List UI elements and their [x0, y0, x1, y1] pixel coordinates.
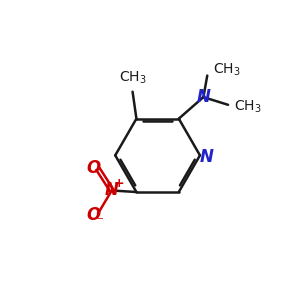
Text: N: N [105, 182, 119, 200]
Text: O: O [86, 159, 100, 177]
Text: +: + [113, 177, 124, 190]
Text: N: N [196, 88, 210, 106]
Text: ⁻: ⁻ [96, 214, 104, 229]
Text: CH$_3$: CH$_3$ [119, 69, 146, 85]
Text: O: O [86, 206, 100, 224]
Text: N: N [199, 148, 213, 166]
Text: CH$_3$: CH$_3$ [213, 61, 241, 78]
Text: CH$_3$: CH$_3$ [234, 98, 262, 115]
